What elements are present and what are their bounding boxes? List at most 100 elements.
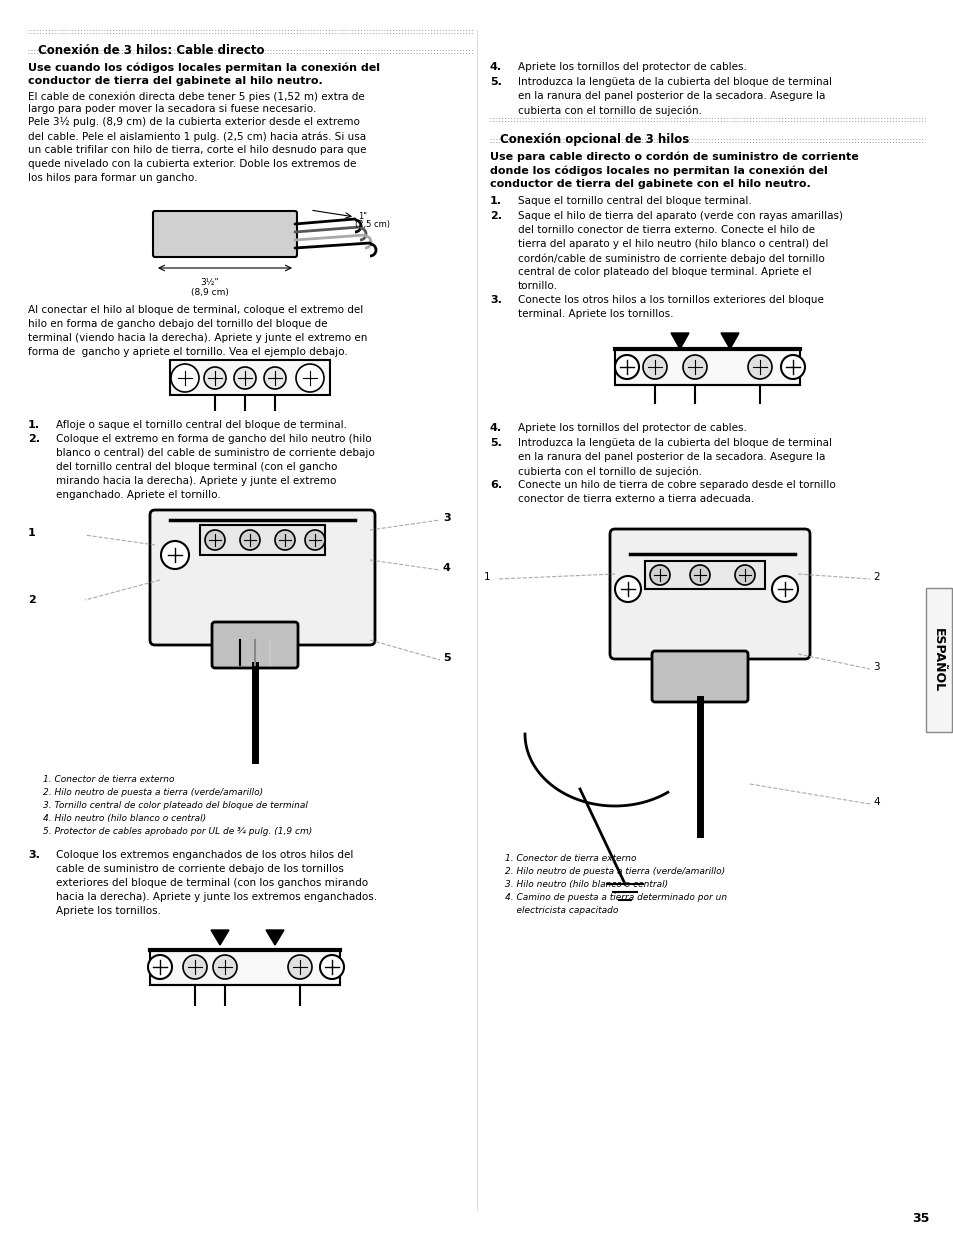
Text: 1": 1" xyxy=(357,212,367,221)
Text: 1: 1 xyxy=(483,572,490,582)
Text: 3: 3 xyxy=(442,513,450,523)
Text: ESPAÑOL: ESPAÑOL xyxy=(930,627,943,692)
Text: cubierta con el tornillo de sujeción.: cubierta con el tornillo de sujeción. xyxy=(517,466,701,476)
Text: tornillo.: tornillo. xyxy=(517,281,558,291)
Text: Introduzca la lengüeta de la cubierta del bloque de terminal: Introduzca la lengüeta de la cubierta de… xyxy=(517,77,831,87)
Text: electricista capacitado: electricista capacitado xyxy=(504,906,618,915)
Text: enganchado. Apriete el tornillo.: enganchado. Apriete el tornillo. xyxy=(56,490,220,500)
Polygon shape xyxy=(670,334,688,348)
Text: Apriete los tornillos del protector de cables.: Apriete los tornillos del protector de c… xyxy=(517,423,746,433)
Circle shape xyxy=(264,367,286,389)
Text: 1: 1 xyxy=(28,528,35,538)
Text: conector de tierra externo a tierra adecuada.: conector de tierra externo a tierra adec… xyxy=(517,494,754,503)
Circle shape xyxy=(204,367,226,389)
Text: cubierta con el tornillo de sujeción.: cubierta con el tornillo de sujeción. xyxy=(517,105,701,115)
Circle shape xyxy=(295,365,324,392)
FancyBboxPatch shape xyxy=(925,588,951,732)
Text: (8,9 cm): (8,9 cm) xyxy=(191,288,229,298)
Text: Afloje o saque el tornillo central del bloque de terminal.: Afloje o saque el tornillo central del b… xyxy=(56,420,347,430)
Circle shape xyxy=(240,529,260,551)
Text: 1.: 1. xyxy=(490,196,501,206)
Text: exteriores del bloque de terminal (con los ganchos mirando: exteriores del bloque de terminal (con l… xyxy=(56,878,368,888)
Polygon shape xyxy=(720,334,739,348)
Bar xyxy=(170,360,330,396)
Circle shape xyxy=(689,565,709,585)
Text: 4: 4 xyxy=(442,563,451,573)
Text: 3½": 3½" xyxy=(200,278,219,286)
Circle shape xyxy=(305,529,325,551)
Text: Introduzca la lengüeta de la cubierta del bloque de terminal: Introduzca la lengüeta de la cubierta de… xyxy=(517,438,831,448)
Text: 3: 3 xyxy=(872,662,879,672)
Text: cable de suministro de corriente debajo de los tornillos: cable de suministro de corriente debajo … xyxy=(56,864,343,874)
Text: 6.: 6. xyxy=(490,480,501,490)
FancyBboxPatch shape xyxy=(651,651,747,702)
Text: forma de  gancho y apriete el tornillo. Vea el ejemplo debajo.: forma de gancho y apriete el tornillo. V… xyxy=(28,347,348,357)
Text: Use para cable directo o cordón de suministro de corriente: Use para cable directo o cordón de sumin… xyxy=(490,151,858,161)
Circle shape xyxy=(161,541,189,569)
Circle shape xyxy=(171,365,199,392)
Text: terminal (viendo hacia la derecha). Apriete y junte el extremo en: terminal (viendo hacia la derecha). Apri… xyxy=(28,334,367,343)
Text: hacia la derecha). Apriete y junte los extremos enganchados.: hacia la derecha). Apriete y junte los e… xyxy=(56,892,376,901)
Text: 4.: 4. xyxy=(490,62,501,72)
Text: 3. Hilo neutro (hilo blanco o central): 3. Hilo neutro (hilo blanco o central) xyxy=(504,880,667,889)
Text: Use cuando los códigos locales permitan la conexión del: Use cuando los códigos locales permitan … xyxy=(28,62,379,72)
Circle shape xyxy=(288,955,312,980)
Circle shape xyxy=(771,577,797,601)
Text: 3. Tornillo central de color plateado del bloque de terminal: 3. Tornillo central de color plateado de… xyxy=(43,801,308,810)
Text: 3.: 3. xyxy=(490,295,501,305)
Text: Apriete los tornillos del protector de cables.: Apriete los tornillos del protector de c… xyxy=(517,62,746,72)
Text: tierra del aparato y el hilo neutro (hilo blanco o central) del: tierra del aparato y el hilo neutro (hil… xyxy=(517,239,827,249)
Text: 2. Hilo neutro de puesta a tierra (verde/amarillo): 2. Hilo neutro de puesta a tierra (verde… xyxy=(43,787,263,797)
Text: cordón/cable de suministro de corriente debajo del tornillo: cordón/cable de suministro de corriente … xyxy=(517,253,824,264)
Circle shape xyxy=(274,529,294,551)
Text: central de color plateado del bloque terminal. Apriete el: central de color plateado del bloque ter… xyxy=(517,267,811,277)
Text: 2. Hilo neutro de puesta a tierra (verde/amarillo): 2. Hilo neutro de puesta a tierra (verde… xyxy=(504,867,724,875)
Circle shape xyxy=(319,955,344,980)
Text: 2.: 2. xyxy=(28,434,40,444)
Text: Conecte un hilo de tierra de cobre separado desde el tornillo: Conecte un hilo de tierra de cobre separ… xyxy=(517,480,835,490)
Text: en la ranura del panel posterior de la secadora. Asegure la: en la ranura del panel posterior de la s… xyxy=(517,453,824,463)
Text: del cable. Pele el aislamiento 1 pulg. (2,5 cm) hacia atrás. Si usa: del cable. Pele el aislamiento 1 pulg. (… xyxy=(28,131,366,141)
Bar xyxy=(200,525,325,556)
Text: Conexión de 3 hilos: Cable directo: Conexión de 3 hilos: Cable directo xyxy=(38,43,264,57)
Circle shape xyxy=(233,367,255,389)
Text: Conexión opcional de 3 hilos: Conexión opcional de 3 hilos xyxy=(499,133,688,146)
Circle shape xyxy=(781,355,804,379)
Text: donde los códigos locales no permitan la conexión del: donde los códigos locales no permitan la… xyxy=(490,165,827,176)
Text: del tornillo conector de tierra externo. Conecte el hilo de: del tornillo conector de tierra externo.… xyxy=(517,224,814,236)
Text: 2.: 2. xyxy=(490,211,501,221)
Text: Saque el hilo de tierra del aparato (verde con rayas amarillas): Saque el hilo de tierra del aparato (ver… xyxy=(517,211,842,221)
Circle shape xyxy=(148,955,172,980)
Text: los hilos para formar un gancho.: los hilos para formar un gancho. xyxy=(28,174,197,184)
Text: terminal. Apriete los tornillos.: terminal. Apriete los tornillos. xyxy=(517,309,673,319)
Circle shape xyxy=(682,355,706,379)
Circle shape xyxy=(205,529,225,551)
Circle shape xyxy=(734,565,754,585)
Polygon shape xyxy=(211,930,229,945)
FancyBboxPatch shape xyxy=(152,211,296,257)
Text: El cable de conexión directa debe tener 5 pies (1,52 m) extra de
largo para pode: El cable de conexión directa debe tener … xyxy=(28,91,364,114)
Text: 1.: 1. xyxy=(28,420,40,430)
Text: 5: 5 xyxy=(442,653,450,663)
Text: Conecte los otros hilos a los tornillos exteriores del bloque: Conecte los otros hilos a los tornillos … xyxy=(517,295,823,305)
Text: 5. Protector de cables aprobado por UL de ¾ pulg. (1,9 cm): 5. Protector de cables aprobado por UL d… xyxy=(43,827,312,836)
Polygon shape xyxy=(266,930,284,945)
Circle shape xyxy=(615,577,640,601)
Text: 4: 4 xyxy=(872,797,879,807)
Circle shape xyxy=(642,355,666,379)
Text: mirando hacia la derecha). Apriete y junte el extremo: mirando hacia la derecha). Apriete y jun… xyxy=(56,476,336,486)
FancyBboxPatch shape xyxy=(212,622,297,668)
Text: 4.: 4. xyxy=(490,423,501,433)
Text: 4. Camino de puesta a tierra determinado por un: 4. Camino de puesta a tierra determinado… xyxy=(504,893,726,901)
Circle shape xyxy=(649,565,669,585)
Bar xyxy=(615,348,800,384)
Text: en la ranura del panel posterior de la secadora. Asegure la: en la ranura del panel posterior de la s… xyxy=(517,91,824,100)
Text: 4. Hilo neutro (hilo blanco o central): 4. Hilo neutro (hilo blanco o central) xyxy=(43,813,206,823)
Circle shape xyxy=(213,955,236,980)
FancyBboxPatch shape xyxy=(150,510,375,645)
Text: 35: 35 xyxy=(912,1211,929,1225)
Text: Saque el tornillo central del bloque terminal.: Saque el tornillo central del bloque ter… xyxy=(517,196,751,206)
Text: conductor de tierra del gabinete con el hilo neutro.: conductor de tierra del gabinete con el … xyxy=(490,179,810,188)
Text: 5.: 5. xyxy=(490,438,501,448)
Circle shape xyxy=(615,355,639,379)
